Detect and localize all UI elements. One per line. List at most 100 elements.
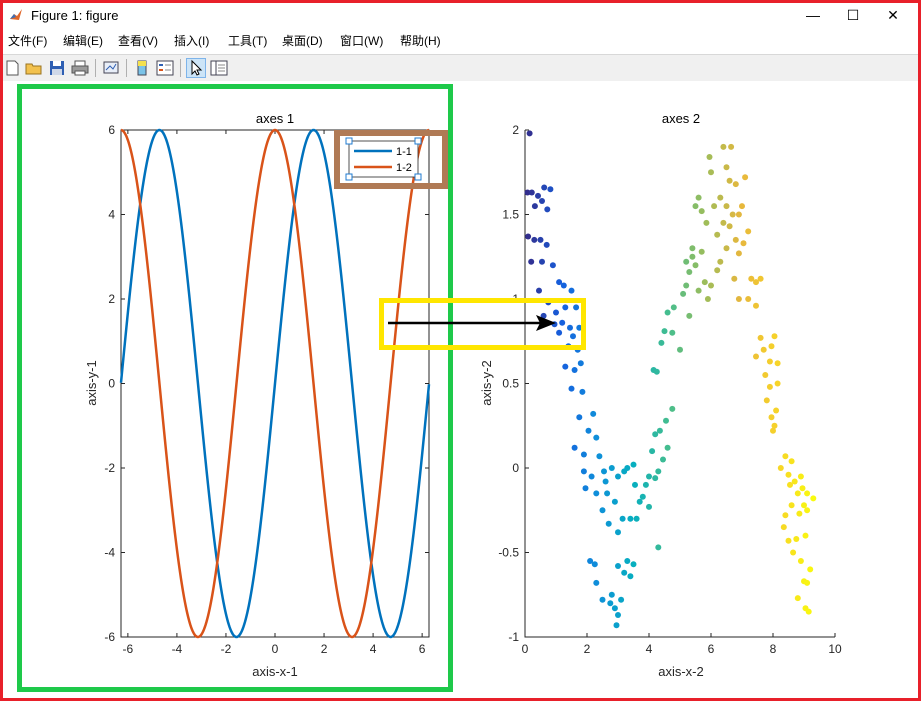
axes-2-xtick-label: 0	[522, 642, 529, 656]
scatter-point	[621, 569, 628, 576]
scatter-point	[539, 198, 545, 204]
axes-2-xlabel: axis-x-2	[658, 664, 704, 679]
axes-1-ytick-label: 6	[108, 123, 115, 137]
axes-1-ytick-label: -4	[104, 546, 115, 560]
scatter-point	[571, 367, 578, 373]
maximize-icon: ☐	[846, 6, 860, 23]
print-button[interactable]	[70, 58, 90, 78]
scatter-point	[587, 558, 594, 564]
maximize-button[interactable]: ☐	[833, 5, 873, 25]
minimize-icon: —	[806, 7, 820, 23]
new-figure-icon	[6, 60, 19, 76]
axes-2-ytick-label: -1	[508, 630, 519, 644]
scatter-point	[708, 169, 714, 176]
axes-1-xtick-label: 0	[272, 642, 279, 656]
legend[interactable]: 1-1 1-2	[345, 137, 422, 181]
menu-bar: 文件(F) 编辑(E) 查看(V) 插入(I) 工具(T) 桌面(D) 窗口(W…	[3, 29, 918, 51]
scatter-point	[787, 481, 793, 488]
axes-2[interactable]: 0 2 4 6 8 10-1-0.500.511.52 axes 2 axis-x-2 a…	[479, 111, 842, 679]
legend-handle-tl[interactable]	[345, 137, 353, 145]
scatter-point	[757, 334, 764, 341]
menu-window[interactable]: 窗口(W)	[340, 34, 384, 48]
close-button[interactable]: ✕	[873, 5, 913, 25]
scatter-point	[723, 203, 730, 210]
scatter-point	[646, 473, 652, 480]
scatter-point	[780, 524, 787, 531]
axes-1-ylabel: axis-y-1	[84, 360, 99, 406]
scatter-point	[608, 465, 615, 471]
scatter-point	[714, 231, 721, 238]
series-1-2-line[interactable]	[120, 128, 430, 639]
save-button[interactable]	[47, 58, 67, 78]
scatter-point	[632, 481, 638, 488]
scatter-point	[683, 282, 690, 289]
pointer-button[interactable]	[186, 58, 206, 78]
scatter-point	[655, 544, 662, 551]
matlab-app-icon	[10, 9, 22, 20]
axes-1[interactable]: -6 -4 -2 0 2 4 6 -6 -4 -2 0 2 4 6 axes 1 axis-x-1 axi…	[84, 111, 431, 679]
scatter-point	[570, 333, 576, 340]
new-figure-button[interactable]	[3, 58, 23, 78]
scatter-point	[633, 515, 640, 522]
scatter-point	[661, 328, 668, 335]
axes-1-title: axes 1	[256, 111, 294, 126]
scatter-point	[790, 549, 797, 556]
colorbar-icon	[137, 60, 147, 76]
axes-1-ytick-label: -6	[104, 630, 115, 644]
scatter-point	[556, 279, 563, 286]
scatter-point	[766, 358, 773, 365]
scatter-point	[677, 346, 683, 353]
scatter-point	[788, 458, 795, 465]
link-plot-button[interactable]	[101, 58, 121, 78]
green-highlight-box	[17, 84, 453, 692]
menu-desktop[interactable]: 桌面(D)	[282, 34, 323, 48]
scatter-point	[723, 245, 730, 252]
scatter-point	[760, 346, 767, 353]
scatter-point	[793, 536, 800, 542]
scatter-point	[543, 241, 550, 248]
scatter-point	[799, 485, 806, 492]
scatter-point	[580, 468, 587, 475]
legend-handle-bl[interactable]	[345, 173, 353, 181]
open-file-button[interactable]	[24, 58, 44, 78]
colorbar-button[interactable]	[133, 58, 153, 78]
property-inspector-button[interactable]	[209, 58, 229, 78]
series-1-1-line[interactable]	[119, 128, 431, 639]
scatter-point	[692, 262, 699, 269]
menu-help[interactable]: 帮助(H)	[400, 34, 441, 48]
axes-2-ytick-label: 1.5	[502, 208, 519, 222]
menu-tools[interactable]: 工具(T)	[228, 34, 268, 48]
legend-handle-br[interactable]	[414, 173, 422, 181]
scatter-point	[695, 287, 702, 294]
scatter-point	[599, 507, 606, 514]
scatter-point	[591, 561, 598, 568]
link-plot-icon	[103, 61, 119, 74]
minimize-button[interactable]: —	[793, 5, 833, 25]
scatter-point	[810, 495, 817, 502]
menu-file[interactable]: 文件(F)	[8, 34, 48, 48]
scatter-point	[720, 143, 727, 150]
scatter-point	[720, 219, 727, 226]
scatter-point	[619, 515, 626, 522]
scatter-point	[630, 561, 637, 568]
toolbar	[3, 54, 918, 82]
menu-edit[interactable]: 编辑(E)	[63, 34, 103, 48]
scatter-point	[624, 558, 631, 564]
scatter-point	[562, 363, 569, 370]
scatter-point	[804, 507, 811, 514]
close-icon: ✕	[887, 6, 899, 23]
scatter-point	[627, 573, 634, 580]
menu-insert[interactable]: 插入(I)	[174, 34, 210, 48]
legend-button[interactable]	[155, 58, 175, 78]
scatter-point	[785, 471, 792, 478]
scatter-point	[729, 211, 736, 218]
scatter-point	[706, 154, 713, 160]
scatter-point	[797, 558, 804, 564]
legend-box	[348, 140, 419, 178]
scatter-point	[553, 309, 559, 316]
legend-handle-tr[interactable]	[414, 137, 422, 145]
scatter-point	[695, 194, 702, 201]
menu-view[interactable]: 查看(V)	[118, 34, 158, 48]
scatter-point	[602, 478, 609, 485]
scatter-point	[615, 529, 621, 536]
